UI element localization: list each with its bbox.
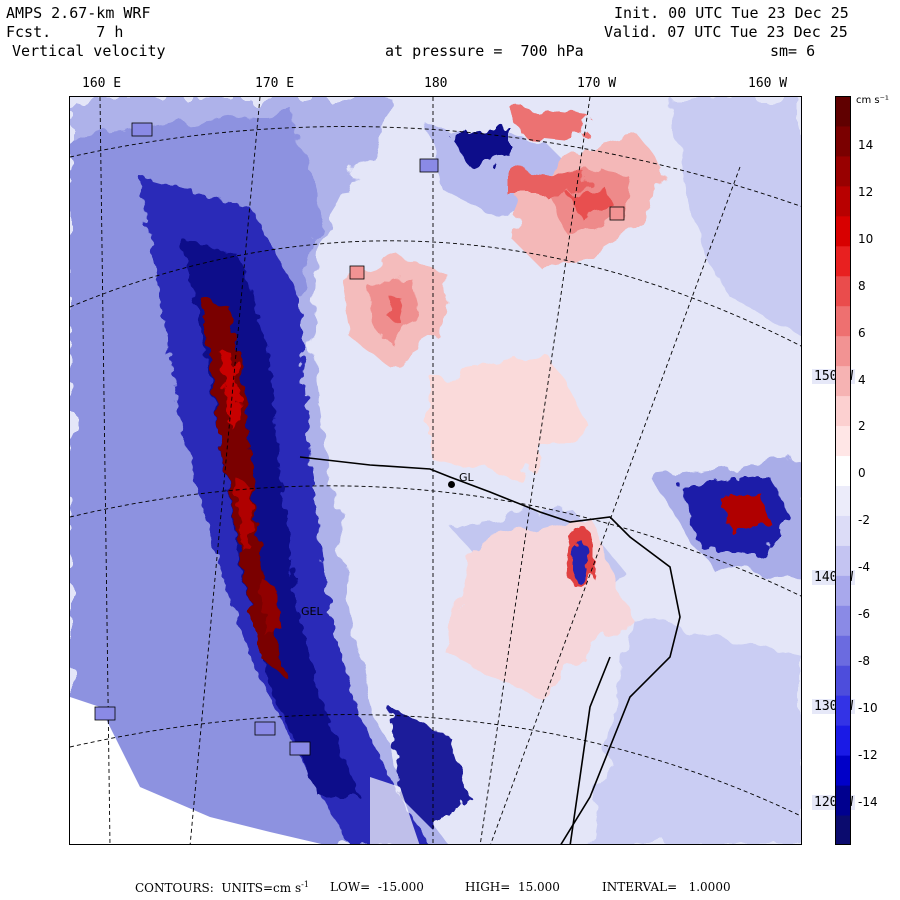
- colorbar-swatch: [835, 395, 851, 427]
- colorbar-tick-label: -12: [858, 747, 878, 762]
- contours-high: HIGH= 15.000: [465, 880, 560, 894]
- colorbar-swatch: [835, 275, 851, 307]
- upward-motion-regions: [340, 107, 670, 697]
- colorbar-border: [835, 96, 851, 845]
- colorbar-tick-label: 6: [858, 325, 866, 340]
- lon-label-170w: 170 W: [577, 76, 617, 91]
- colorbar-swatch: [835, 785, 851, 816]
- colorbar-swatch: [835, 695, 851, 726]
- colorbar-swatch: [835, 185, 851, 217]
- mountain-band-field: [140, 177, 429, 844]
- contour-labels: [94, 122, 625, 756]
- colorbar-swatch: [835, 245, 851, 277]
- coastline: [299, 456, 681, 844]
- colorbar-swatch: [835, 215, 851, 247]
- contours-interval: INTERVAL= 1.0000: [602, 880, 731, 894]
- colorbar-tick-label: 14: [858, 138, 874, 152]
- contours-units-text: CONTOURS: UNITS=cm s: [135, 881, 302, 895]
- colorbar-swatch: [835, 725, 851, 756]
- colorbar-swatch: [835, 365, 851, 397]
- colorbar-swatch: [835, 575, 851, 606]
- colorbar-swatch: [835, 605, 851, 636]
- init-time: Init. 00 UTC Tue 23 Dec 25: [614, 4, 849, 22]
- smoothing-level: sm= 6: [770, 42, 816, 60]
- colorbar-swatch: [835, 815, 851, 846]
- vertical-velocity-map[interactable]: [69, 96, 802, 845]
- colorbar-tick-label: 10: [858, 231, 874, 246]
- colorbar-swatch: [835, 305, 851, 337]
- colorbar-tick-label: -8: [858, 653, 870, 668]
- colorbar-tick-label: -14: [858, 794, 878, 809]
- colorbar-tick-label: 0: [858, 466, 866, 481]
- lon-label-170e: 170 E: [255, 76, 295, 91]
- contours-units: CONTOURS: UNITS=cm s-1: [135, 880, 309, 895]
- contours-units-sup: -1: [301, 880, 309, 889]
- field-name: Vertical velocity: [3, 42, 166, 60]
- colorbar-swatch: [835, 635, 851, 666]
- colorbar-units: cm s⁻¹: [856, 95, 889, 106]
- colorbar-tick-label: 12: [858, 184, 874, 199]
- colorbar-swatch: [835, 96, 851, 127]
- colorbar-swatch: [835, 425, 851, 457]
- colorbar-tick-label: -4: [858, 560, 870, 575]
- lon-label-160e: 160 E: [82, 76, 122, 91]
- lon-label-180: 180: [424, 76, 448, 91]
- colorbar: [835, 96, 851, 849]
- colorbar-tick-label: 8: [858, 278, 866, 293]
- station-label-gel: GEL: [301, 605, 323, 618]
- colorbar-swatch: [835, 545, 851, 576]
- colorbar-tick-label: -6: [858, 607, 870, 621]
- graticule: [70, 97, 801, 844]
- colorbar-tick-label: -2: [858, 513, 870, 528]
- colorbar-swatches: [835, 96, 851, 846]
- contours-low: LOW= -15.000: [330, 880, 424, 894]
- valid-time: Valid. 07 UTC Tue 23 Dec 25: [604, 23, 848, 41]
- colorbar-swatch: [835, 755, 851, 786]
- colorbar-swatch: [835, 335, 851, 367]
- colorbar-swatch: [835, 665, 851, 696]
- pressure-level: at pressure = 700 hPa: [385, 42, 584, 60]
- station-marker-gl: [448, 481, 455, 488]
- colorbar-tick-label: -10: [858, 700, 878, 715]
- colorbar-swatch: [835, 125, 851, 157]
- colorbar-swatch: [835, 515, 851, 546]
- colorbar-swatch: [835, 455, 851, 486]
- station-label-gl: GL: [459, 471, 474, 484]
- model-title: AMPS 2.67-km WRF: [6, 4, 151, 22]
- map-canvas: [70, 97, 801, 844]
- colorbar-tick-label: 4: [858, 372, 866, 387]
- colorbar-swatch: [835, 155, 851, 187]
- lon-label-160w: 160 W: [748, 76, 788, 91]
- forecast-hour: Fcst. 7 h: [6, 23, 124, 41]
- colorbar-swatch: [835, 485, 851, 516]
- colorbar-tick-label: 2: [858, 419, 866, 434]
- convective-cells: [390, 127, 790, 827]
